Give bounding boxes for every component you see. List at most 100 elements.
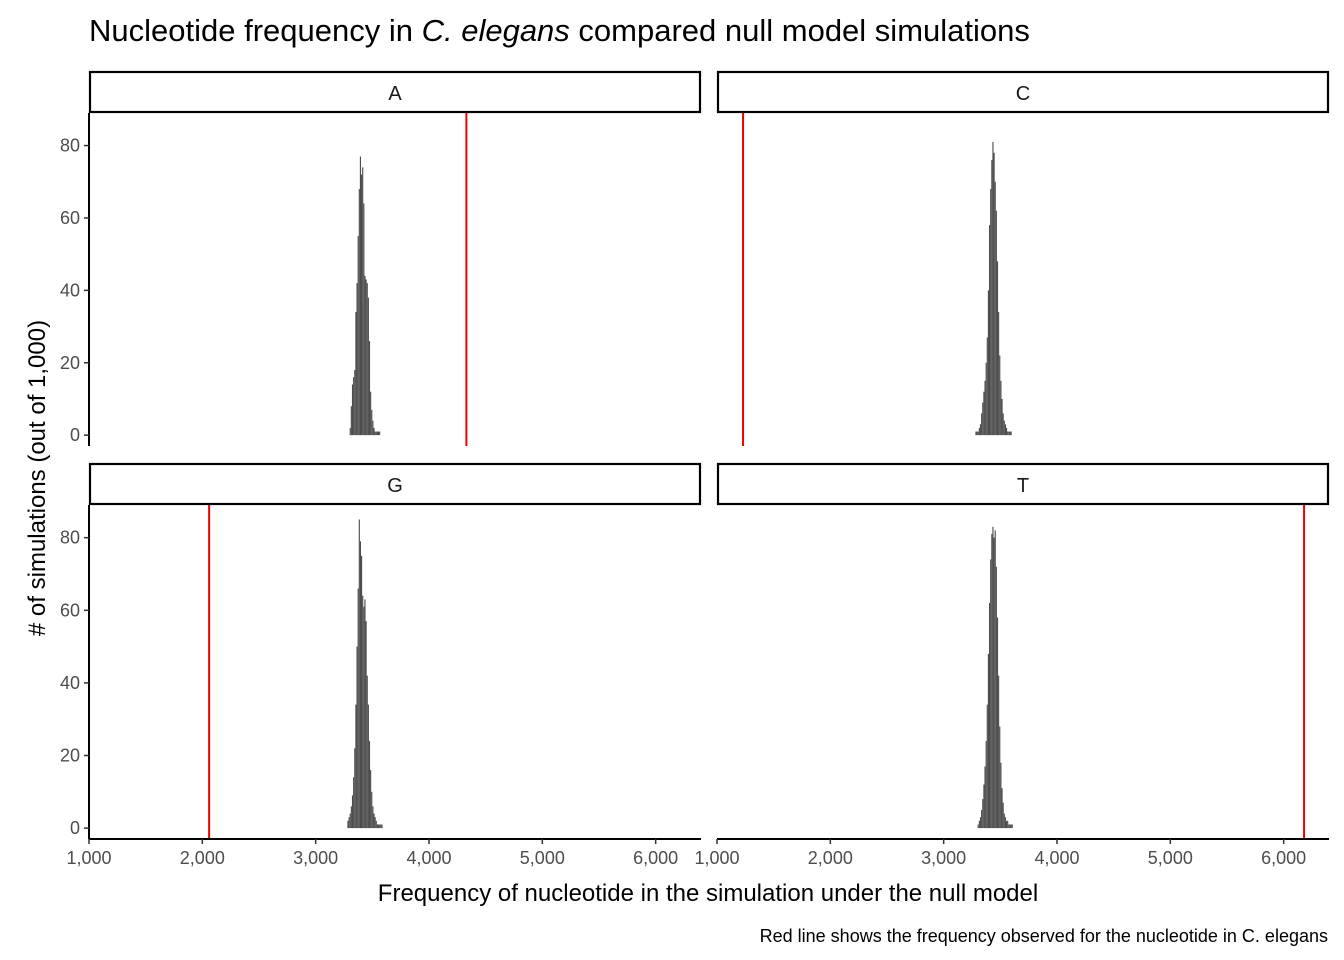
histogram-bar-t-14 [993, 537, 995, 829]
histogram-bar-t-17 [996, 617, 999, 829]
histogram-bar-g-8 [356, 646, 358, 829]
histogram-bar-g-12 [361, 555, 363, 829]
histogram-bar-c-31 [1010, 431, 1012, 436]
histogram-bar-a-8 [358, 189, 360, 436]
histogram-bar-c-13 [990, 189, 992, 436]
histogram-bar-g-19 [368, 740, 371, 829]
histogram-bar-t-29 [1010, 824, 1012, 829]
histogram-bar-c-18 [995, 210, 997, 436]
chart-title-italic: C. elegans [422, 13, 570, 48]
x-tick-label-g-6000: 6,000 [633, 848, 678, 868]
x-tick-label-t-6000: 6,000 [1261, 848, 1306, 868]
histogram-bar-t-20 [1000, 762, 1002, 829]
histogram-bar-g-28 [379, 824, 381, 829]
histogram-bar-g-21 [371, 791, 373, 829]
histogram-bar-t-21 [1001, 788, 1003, 829]
histogram-bar-t-0 [977, 824, 979, 829]
histogram-bar-t-16 [995, 566, 997, 829]
panel-c: C [716, 70, 1330, 446]
panel-g: G 0 20 40 60 80 1,000 2,000 3,000 4,000 5,000 6,000 [60, 462, 702, 868]
histogram-bar-c-7 [983, 391, 985, 436]
histogram-bar-c-10 [986, 337, 988, 436]
histogram-bar-t-25 [1006, 820, 1008, 829]
y-axis-title: # of simulations (out of 1,000) [24, 320, 51, 636]
x-tick-label-t-4000: 4,000 [1034, 848, 1079, 868]
histogram-bar-g-3 [350, 806, 352, 829]
histogram-bar-t-12 [991, 534, 993, 829]
histogram-bar-a-4 [354, 369, 356, 436]
strip-label-c: C [1016, 83, 1030, 105]
histogram-bar-g-23 [373, 813, 375, 829]
histogram-bar-t-7 [985, 740, 987, 829]
x-tick-label-t-5000: 5,000 [1148, 848, 1193, 868]
histogram-bar-c-20 [998, 312, 1000, 436]
histogram-bar-t-23 [1003, 813, 1005, 829]
histogram-bar-a-16 [367, 297, 369, 436]
histogram-bar-a-10 [361, 174, 363, 436]
histogram-bar-t-22 [1002, 802, 1004, 829]
histogram-bar-g-18 [367, 704, 369, 829]
strip-label-t: T [1017, 475, 1029, 497]
histogram-bar-t-28 [1009, 824, 1011, 829]
histogram-bar-c-24 [1002, 413, 1004, 436]
chart-title-suffix: compared null model simulations [570, 13, 1030, 48]
strip-label-a: A [388, 83, 402, 105]
histogram-bar-t-8 [986, 704, 988, 829]
histogram-bar-g-16 [365, 621, 367, 829]
histogram-bar-c-4 [979, 424, 982, 436]
histogram-bar-a-18 [370, 391, 372, 436]
histogram-bar-t-18 [998, 675, 1000, 829]
strip-a [88, 70, 702, 114]
histogram-bar-t-5 [983, 784, 985, 829]
histogram-bar-c-15 [992, 141, 994, 436]
histogram-bar-a-7 [357, 236, 359, 436]
strip-label-g: G [387, 475, 403, 497]
histogram-bar-t-4 [982, 799, 984, 829]
facet-panels: A 0 20 40 60 80 C G 0 20 40 60 80 1,000 2,000 3,000 4,00… [60, 70, 1330, 868]
histogram-bar-c-0 [975, 431, 977, 436]
histogram-bar-t-6 [984, 766, 986, 829]
x-tick-label-g-3000: 3,000 [293, 848, 338, 868]
histogram-bar-t-30 [1011, 824, 1013, 829]
histogram-bar-t-2 [979, 817, 982, 829]
histogram-bar-a-20 [372, 420, 374, 436]
histogram-bar-a-23 [375, 431, 377, 436]
histogram-bar-g-6 [354, 748, 356, 829]
histogram-bar-c-23 [1001, 398, 1003, 436]
histogram-bar-t-19 [999, 726, 1001, 829]
histogram-bar-c-9 [985, 362, 987, 436]
histogram-bar-t-9 [987, 653, 989, 829]
histogram-bar-g-20 [370, 770, 372, 829]
x-tick-label-g-5000: 5,000 [520, 848, 565, 868]
histogram-bar-c-26 [1004, 424, 1006, 436]
histogram-bar-g-15 [364, 599, 366, 829]
histogram-bar-t-11 [990, 559, 992, 829]
x-axis-title: Frequency of nucleotide in the simulatio… [378, 880, 1038, 907]
histogram-bar-c-2 [977, 431, 979, 436]
histogram-bar-c-29 [1008, 431, 1010, 436]
histogram-bar-a-15 [366, 283, 368, 436]
histogram-bar-a-26 [379, 431, 381, 436]
histogram-bar-a-13 [364, 275, 366, 436]
histogram-bar-g-2 [349, 813, 351, 829]
histogram-bar-a-12 [363, 203, 365, 436]
histogram-bar-g-7 [355, 704, 357, 829]
histogram-bar-a-11 [362, 167, 364, 436]
histogram-bar-c-28 [1007, 431, 1009, 436]
histogram-bar-a-21 [373, 427, 375, 436]
histogram-bar-a-17 [368, 341, 371, 436]
y-tick-label-a-40: 40 [60, 280, 80, 300]
y-tick-label-g-80: 80 [60, 528, 80, 548]
histogram-bar-c-27 [1006, 427, 1008, 436]
histogram-bar-c-1 [976, 431, 978, 436]
histogram-bar-c-12 [989, 225, 991, 436]
histogram-bar-g-27 [378, 824, 380, 829]
histogram-bar-a-2 [351, 384, 354, 436]
histogram-bar-t-15 [994, 530, 996, 829]
histogram-bar-a-6 [356, 283, 358, 436]
strip-c [716, 70, 1330, 114]
histogram-bar-c-6 [982, 402, 984, 436]
histogram-bar-g-13 [362, 595, 364, 829]
histogram-bar-t-24 [1004, 817, 1006, 829]
